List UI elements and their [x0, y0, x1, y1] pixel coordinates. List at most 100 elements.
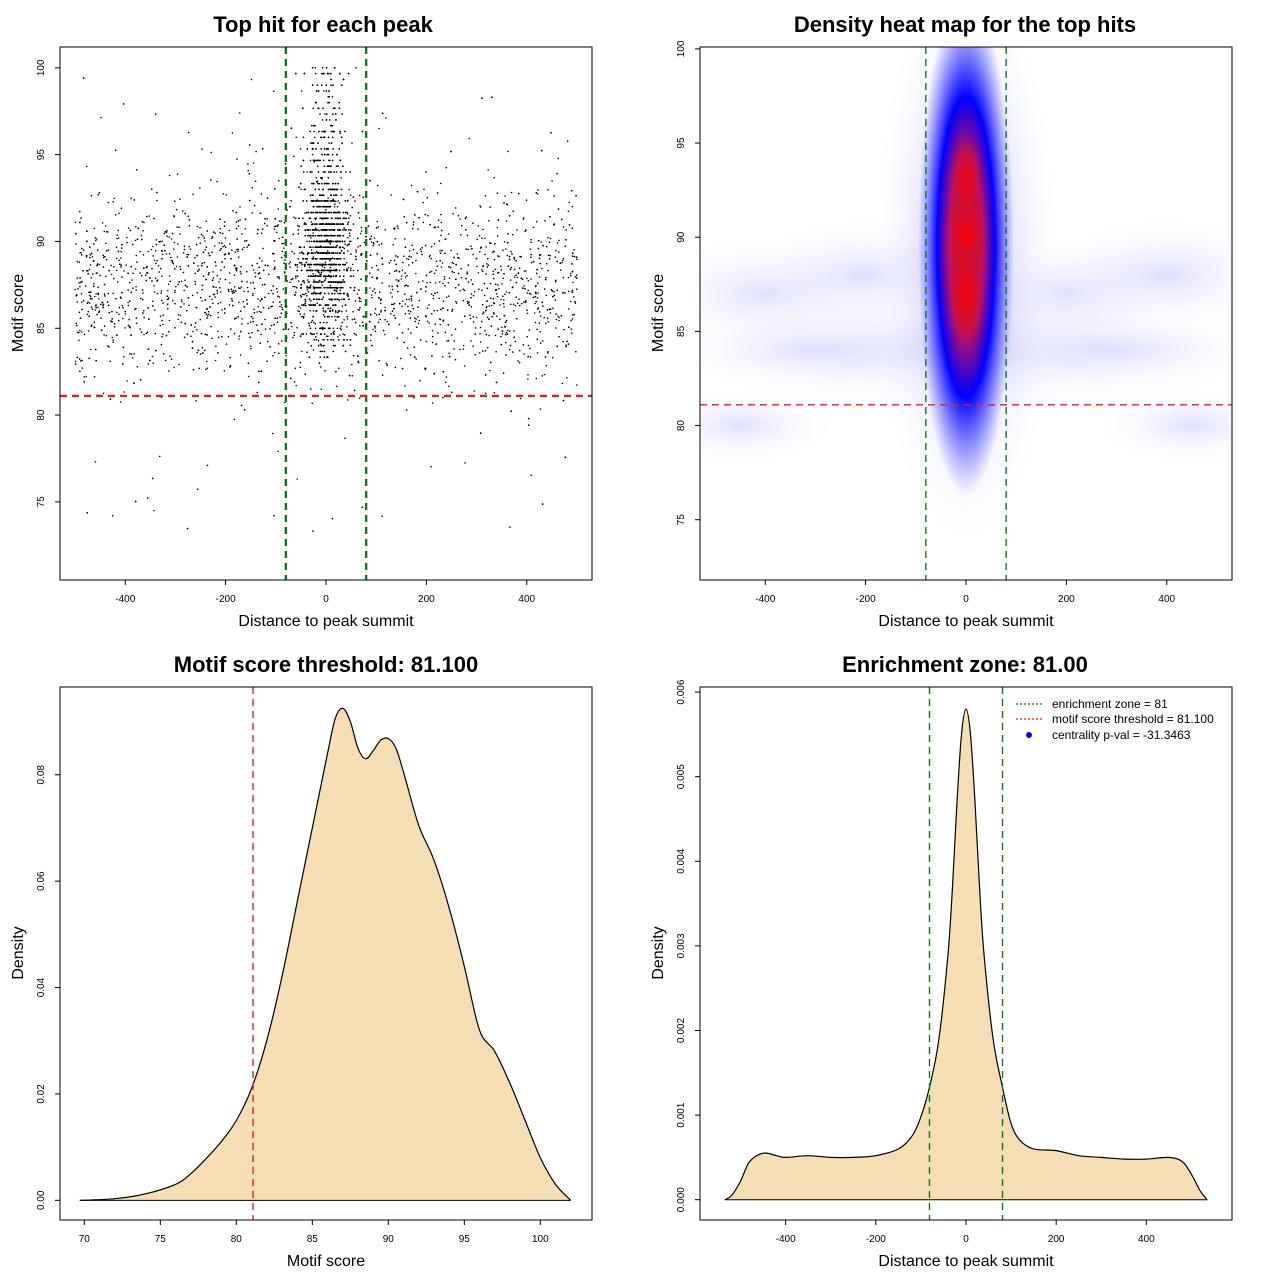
data-point — [562, 226, 565, 228]
data-point — [426, 282, 428, 284]
data-point — [89, 298, 92, 300]
data-point — [320, 273, 323, 276]
data-point — [501, 330, 504, 332]
data-point — [559, 269, 562, 271]
data-point — [336, 188, 339, 191]
data-point — [343, 319, 345, 321]
data-point — [313, 130, 315, 133]
data-point — [497, 284, 499, 286]
y-tick-label: 0.000 — [676, 1187, 687, 1212]
data-point — [316, 180, 318, 183]
data-point — [315, 286, 318, 289]
data-point — [315, 281, 317, 283]
data-point — [204, 333, 207, 336]
data-point — [210, 151, 212, 154]
data-point — [277, 450, 279, 453]
x-tick-label: 200 — [1048, 1234, 1065, 1245]
data-point — [252, 269, 255, 271]
data-point — [445, 166, 448, 169]
data-point — [234, 251, 237, 253]
data-point — [393, 314, 395, 317]
data-point — [280, 312, 283, 315]
data-point — [300, 333, 303, 335]
data-point — [246, 286, 249, 289]
data-point — [492, 298, 495, 300]
data-point — [160, 267, 162, 270]
data-point — [314, 229, 316, 231]
data-point — [524, 230, 526, 233]
data-point — [471, 283, 474, 286]
data-point — [79, 210, 81, 213]
data-point — [274, 317, 277, 320]
data-point — [324, 113, 326, 115]
data-point — [493, 250, 495, 253]
data-point — [328, 281, 330, 283]
panel-heatmap: Density heat map for the top hits -400 -2… — [650, 12, 1233, 630]
data-point — [161, 240, 163, 243]
data-point — [454, 328, 457, 331]
data-point — [487, 220, 490, 222]
data-point — [547, 321, 549, 323]
data-point — [329, 258, 331, 260]
data-point — [565, 344, 567, 347]
data-point — [496, 315, 498, 318]
data-point — [319, 263, 321, 266]
data-point — [430, 245, 433, 248]
data-point — [518, 267, 521, 270]
data-point — [176, 173, 179, 175]
data-point — [460, 277, 463, 279]
data-point — [434, 282, 437, 284]
data-point — [331, 252, 334, 254]
data-point — [415, 326, 418, 329]
data-point — [327, 275, 329, 278]
data-point — [193, 262, 195, 264]
data-point — [413, 396, 415, 399]
data-point — [171, 232, 174, 235]
data-point — [144, 274, 147, 277]
data-point — [230, 257, 232, 260]
data-point — [238, 301, 240, 304]
data-point — [397, 227, 399, 230]
data-point — [321, 153, 323, 156]
data-point — [139, 250, 141, 253]
data-point — [76, 324, 78, 327]
data-point — [317, 340, 320, 342]
data-point — [282, 328, 285, 331]
data-point — [276, 291, 279, 293]
data-point — [337, 182, 340, 185]
data-point — [328, 90, 330, 92]
data-point — [576, 384, 578, 386]
data-point — [437, 226, 440, 228]
data-point — [143, 316, 145, 319]
data-point — [477, 272, 480, 274]
data-point — [95, 239, 97, 242]
data-point — [404, 285, 406, 287]
data-point — [257, 298, 259, 300]
data-point — [310, 124, 313, 127]
data-point — [310, 249, 313, 251]
data-point — [145, 332, 148, 335]
data-point — [330, 229, 332, 231]
data-point — [129, 300, 131, 302]
data-point — [512, 210, 514, 212]
data-point — [488, 334, 490, 337]
data-point — [575, 277, 578, 279]
data-point — [537, 307, 540, 309]
data-point — [322, 296, 325, 298]
data-point — [86, 269, 88, 272]
data-point — [395, 279, 398, 281]
data-point — [318, 223, 321, 225]
data-point — [429, 254, 431, 257]
data-point — [111, 514, 114, 517]
chart-title: Top hit for each peak — [213, 12, 433, 37]
data-point — [398, 270, 401, 273]
data-point — [439, 252, 442, 254]
data-point — [283, 262, 285, 264]
data-point — [321, 182, 323, 185]
data-point — [310, 333, 313, 335]
data-point — [556, 345, 558, 348]
data-point — [295, 277, 297, 279]
data-point — [323, 148, 326, 150]
data-point — [360, 230, 363, 232]
data-point — [324, 200, 327, 202]
